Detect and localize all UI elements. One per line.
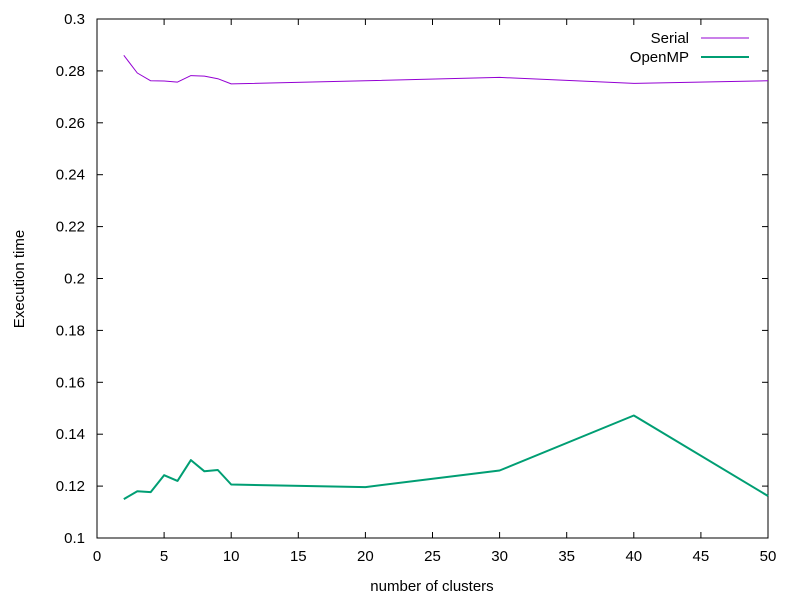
series-lines xyxy=(123,54,769,500)
y-tick-label: 0.22 xyxy=(56,219,85,236)
y-tick-label: 0.16 xyxy=(56,374,85,391)
legend: Serial OpenMP xyxy=(630,30,749,66)
x-tick-label: 0 xyxy=(93,548,101,565)
y-tick-label: 0.3 xyxy=(64,11,85,28)
y-tick-label: 0.24 xyxy=(56,167,85,184)
y-tick-label: 0.18 xyxy=(56,322,85,339)
axis-ticks xyxy=(96,18,769,539)
x-tick-label: 20 xyxy=(357,548,374,565)
x-tick-label: 45 xyxy=(693,548,710,565)
series-line-openmp xyxy=(123,414,769,500)
legend-label-openmp: OpenMP xyxy=(630,49,689,66)
y-tick-label: 0.14 xyxy=(56,426,85,443)
y-axis-label: Execution time xyxy=(11,230,28,328)
series-line-serial xyxy=(123,54,769,85)
x-tick-label: 40 xyxy=(625,548,642,565)
axis-tick-labels: 0 5 10 15 20 25 30 35 40 45 50 0.1 0.12 0.14 0.16 0.18 0… xyxy=(56,11,777,565)
y-tick-label: 0.26 xyxy=(56,115,85,132)
x-tick-label: 30 xyxy=(491,548,508,565)
x-tick-label: 25 xyxy=(424,548,441,565)
x-tick-label: 50 xyxy=(760,548,777,565)
y-tick-label: 0.1 xyxy=(64,530,85,547)
x-tick-label: 10 xyxy=(223,548,240,565)
y-tick-label: 0.2 xyxy=(64,271,85,288)
x-axis-label: number of clusters xyxy=(370,578,493,595)
y-tick-label: 0.12 xyxy=(56,478,85,495)
x-tick-label: 5 xyxy=(160,548,168,565)
x-tick-label: 15 xyxy=(290,548,307,565)
y-tick-label: 0.28 xyxy=(56,63,85,80)
legend-label-serial: Serial xyxy=(651,30,689,47)
x-tick-label: 35 xyxy=(558,548,575,565)
plot-frame xyxy=(96,18,769,539)
